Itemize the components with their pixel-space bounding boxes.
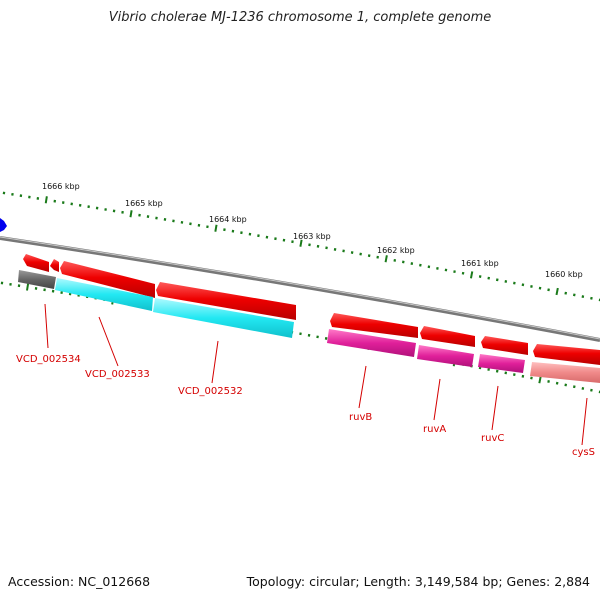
leader-line	[98, 316, 119, 367]
gene-arrow	[420, 326, 475, 347]
ruler-label: 1660 kbp	[545, 270, 583, 279]
ruler-major-tick	[384, 255, 388, 263]
ruler-major-tick	[214, 224, 218, 232]
leader-line	[491, 385, 499, 431]
cog-band	[327, 329, 416, 357]
gene-label-vcd-002533: VCD_002533	[85, 369, 150, 380]
ruler-minor-tick	[590, 388, 593, 392]
ruler-label: 1661 kbp	[461, 259, 499, 268]
ruler-label: 1666 kbp	[42, 182, 80, 191]
gene-arrow	[533, 344, 600, 365]
leader-line	[358, 365, 367, 409]
gene-label-ruvc: ruvC	[481, 433, 504, 444]
ruler-major-tick	[299, 239, 303, 247]
leader-line	[44, 303, 49, 349]
gene-arrow	[481, 336, 528, 355]
gene-label-cyss: cysS	[572, 447, 595, 458]
ruler-labels: 1666 kbp 1665 kbp 1664 kbp 1663 kbp 1662 kbp…	[42, 182, 583, 279]
gene-arrow	[60, 261, 155, 298]
gene-arrow	[23, 254, 49, 272]
gene-arrow	[156, 282, 296, 320]
cog-band	[55, 278, 153, 311]
ruler-label: 1662 kbp	[377, 246, 415, 255]
cog-band	[530, 362, 600, 383]
footer-info: Topology: circular; Length: 3,149,584 bp…	[246, 574, 590, 589]
gene-label-vcd-002534: VCD_002534	[16, 354, 81, 365]
gene-label-ruva: ruvA	[423, 424, 446, 435]
ruler-major-tick	[469, 271, 474, 279]
ruler-label: 1664 kbp	[209, 215, 247, 224]
leader-line	[433, 378, 441, 421]
leader-line	[211, 340, 219, 384]
cog-band	[478, 354, 525, 373]
ruler-major-tick	[538, 376, 542, 384]
ruler-major-tick	[44, 196, 48, 204]
ruler-minor-tick	[572, 385, 576, 389]
gene-label-vcd-002532: VCD_002532	[178, 386, 243, 397]
genome-backbone-highlight	[0, 236, 600, 340]
ruler-major-tick	[26, 283, 30, 291]
cog-band	[153, 298, 294, 338]
position-marker-icon	[0, 218, 7, 232]
gene-labels: VCD_002534 VCD_002533 VCD_002532 ruvB ru…	[16, 354, 595, 458]
genome-title: Vibrio cholerae MJ-1236 chromosome 1, co…	[108, 10, 492, 25]
footer-accession: Accession: NC_012668	[8, 574, 151, 589]
ruler-major-tick	[555, 287, 559, 296]
gene-arrow	[330, 313, 418, 338]
ruler-major-tick	[129, 210, 133, 218]
gene-track	[23, 254, 600, 365]
cog-band	[18, 270, 56, 289]
gene-arrow	[50, 259, 59, 272]
cog-track	[18, 270, 600, 383]
ruler-minor-tick	[581, 387, 585, 390]
gene-label-ruvb: ruvB	[349, 412, 372, 423]
label-leaders	[44, 303, 588, 446]
leader-line	[581, 397, 588, 446]
ruler-label: 1663 kbp	[293, 232, 331, 241]
genome-backbone	[0, 236, 600, 342]
cog-band	[417, 345, 474, 367]
ruler-label: 1665 kbp	[125, 199, 163, 208]
